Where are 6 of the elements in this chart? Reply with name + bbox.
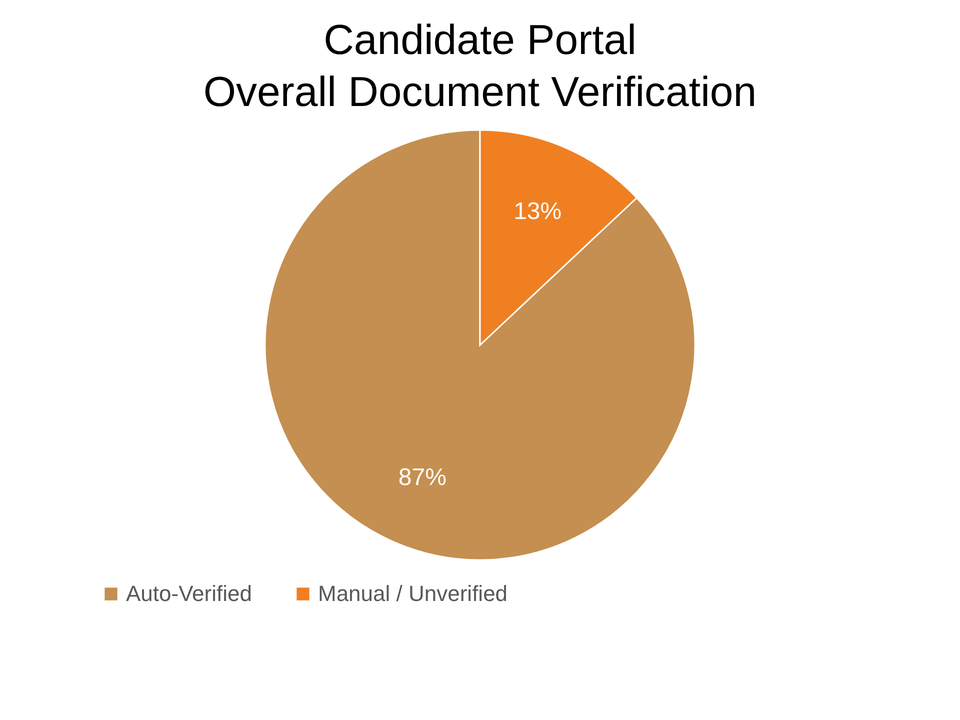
legend-label: Manual / Unverified [318, 581, 508, 606]
data-label: 87% [398, 464, 446, 492]
pie-slice [264, 129, 696, 561]
legend-label: Auto-Verified [126, 581, 252, 606]
data-label: 13% [514, 198, 562, 225]
chart-title: Candidate Portal Overall Document Verification [203, 16, 757, 115]
